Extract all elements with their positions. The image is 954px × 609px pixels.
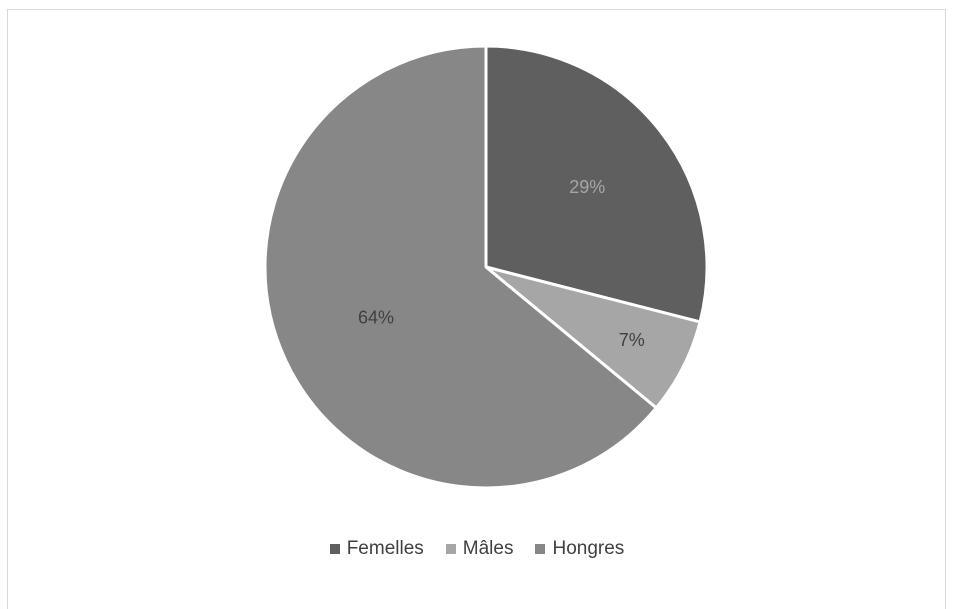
pie-slice-hongres	[263, 44, 658, 490]
legend-item-hongres: Hongres	[535, 538, 624, 560]
legend-label-femelles: Femelles	[346, 538, 424, 559]
slice-label-femelles: 29%	[569, 177, 605, 197]
pie-slice-femelles	[484, 44, 709, 324]
legend: Femelles Mâles Hongres	[0, 538, 954, 560]
pie-slices	[263, 44, 709, 490]
legend-item-femelles: Femelles	[329, 538, 424, 560]
legend-swatch-males	[445, 544, 456, 554]
legend-swatch-hongres	[535, 544, 546, 554]
pie-chart: 29% 7% 64%	[263, 44, 709, 490]
legend-label-hongres: Hongres	[552, 538, 625, 559]
slice-label-males: 7%	[619, 330, 645, 350]
legend-label-males: Mâles	[462, 538, 514, 559]
legend-swatch-femelles	[329, 544, 340, 554]
chart-area	[7, 9, 946, 609]
slice-label-hongres: 64%	[358, 308, 394, 328]
slice-labels: 29% 7% 64%	[358, 177, 645, 350]
legend-item-males: Mâles	[445, 538, 514, 560]
